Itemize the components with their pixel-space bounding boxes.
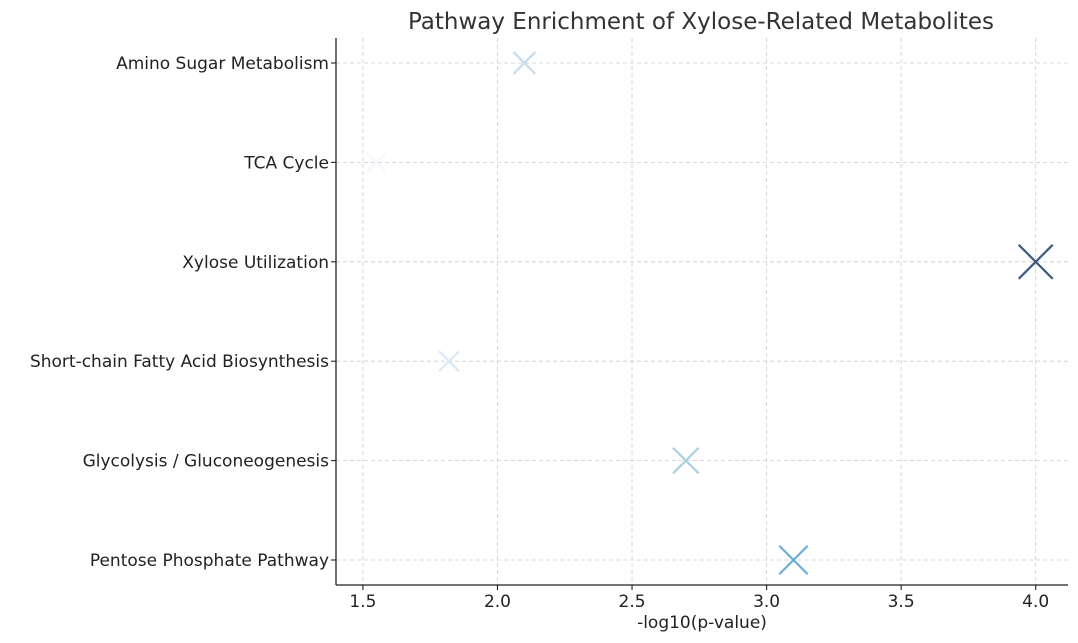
x-axis-label: -log10(p-value) xyxy=(637,613,767,633)
data-point xyxy=(1017,244,1054,280)
y-tick-label: TCA Cycle xyxy=(243,153,329,173)
x-tick-label: 2.5 xyxy=(619,592,646,612)
data-point xyxy=(672,446,700,475)
x-tick-label: 4.0 xyxy=(1022,592,1049,612)
data-point xyxy=(366,152,387,173)
points-layer xyxy=(366,51,1054,575)
x-tick-label: 3.0 xyxy=(753,592,780,612)
y-tick-label: Short-chain Fatty Acid Biosynthesis xyxy=(30,352,329,372)
data-point xyxy=(512,51,537,75)
x-tick-label: 2.0 xyxy=(484,592,511,612)
y-tick-label: Pentose Phosphate Pathway xyxy=(90,551,329,571)
data-point xyxy=(778,545,809,575)
axes-layer xyxy=(335,38,1068,586)
data-point xyxy=(438,350,460,373)
chart-title: Pathway Enrichment of Xylose-Related Met… xyxy=(408,9,994,35)
y-tick-label: Amino Sugar Metabolism xyxy=(116,54,329,74)
x-tick-label: 1.5 xyxy=(349,592,376,612)
y-tick-label: Xylose Utilization xyxy=(182,253,329,273)
grid-layer xyxy=(336,38,1068,585)
ticks-layer: 1.5 2.0 2.5 3.0 3.5 4.0 Pentose Phosphate Path… xyxy=(30,54,1049,612)
x-tick-label: 3.5 xyxy=(888,592,915,612)
y-tick-label: Glycolysis / Gluconeogenesis xyxy=(83,452,330,472)
